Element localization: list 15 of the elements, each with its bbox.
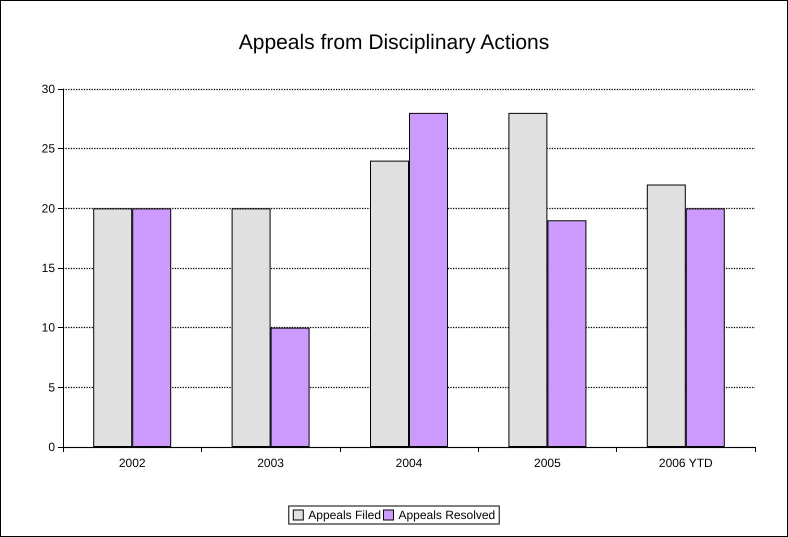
y-tick-label: 30: [42, 82, 56, 96]
legend-label: Appeals Resolved: [398, 508, 496, 522]
x-tick-label: 2003: [257, 456, 284, 470]
x-tick-label: 2005: [534, 456, 562, 470]
legend-label: Appeals Filed: [308, 508, 381, 522]
y-tick-label: 10: [42, 320, 56, 335]
x-tick-label: 2002: [118, 456, 146, 470]
x-tick-label: 2004: [396, 456, 423, 470]
y-tick-label: 20: [42, 201, 56, 216]
x-tick-label: 2006 YTD: [658, 456, 714, 470]
y-tick-label: 25: [42, 142, 56, 156]
y-tick-label: 0: [48, 440, 56, 454]
y-tick-label: 15: [42, 261, 56, 275]
chart-title: Appeals from Disciplinary Actions: [238, 31, 550, 54]
y-tick-label: 5: [48, 380, 56, 394]
